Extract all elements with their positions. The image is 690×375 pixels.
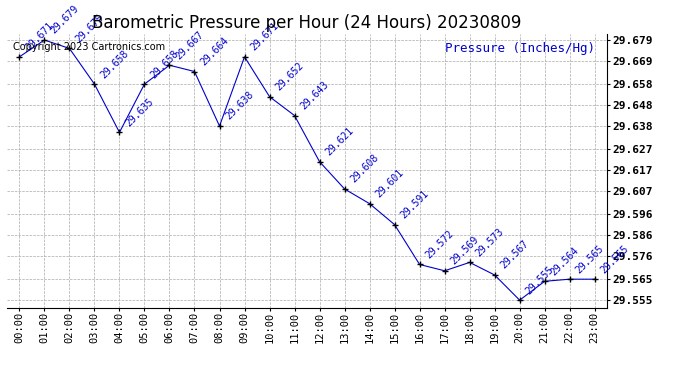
- Text: 29.567: 29.567: [499, 239, 531, 271]
- Text: 29.638: 29.638: [224, 90, 256, 122]
- Text: 29.671: 29.671: [23, 21, 56, 53]
- Text: 29.555: 29.555: [524, 264, 556, 296]
- Text: 29.675: 29.675: [74, 12, 106, 44]
- Text: 29.573: 29.573: [474, 226, 506, 258]
- Text: 29.569: 29.569: [448, 235, 481, 267]
- Text: 29.664: 29.664: [199, 35, 230, 68]
- Text: 29.671: 29.671: [248, 21, 281, 53]
- Text: 29.635: 29.635: [124, 96, 156, 128]
- Text: 29.572: 29.572: [424, 228, 456, 260]
- Text: 29.652: 29.652: [274, 60, 306, 93]
- Text: 29.658: 29.658: [99, 48, 130, 80]
- Text: 29.608: 29.608: [348, 153, 381, 185]
- Text: 29.591: 29.591: [399, 189, 431, 220]
- Text: 29.643: 29.643: [299, 80, 331, 111]
- Text: 29.565: 29.565: [574, 243, 606, 275]
- Text: 29.667: 29.667: [174, 29, 206, 61]
- Text: 29.564: 29.564: [549, 245, 581, 277]
- Text: Copyright 2023 Cartronics.com: Copyright 2023 Cartronics.com: [13, 42, 165, 52]
- Text: 29.621: 29.621: [324, 126, 356, 158]
- Title: Barometric Pressure per Hour (24 Hours) 20230809: Barometric Pressure per Hour (24 Hours) …: [92, 14, 522, 32]
- Text: 29.658: 29.658: [148, 48, 181, 80]
- Text: 29.565: 29.565: [599, 243, 631, 275]
- Text: 29.679: 29.679: [48, 4, 81, 36]
- Text: Pressure (Inches/Hg): Pressure (Inches/Hg): [445, 42, 595, 55]
- Text: 29.601: 29.601: [374, 168, 406, 200]
